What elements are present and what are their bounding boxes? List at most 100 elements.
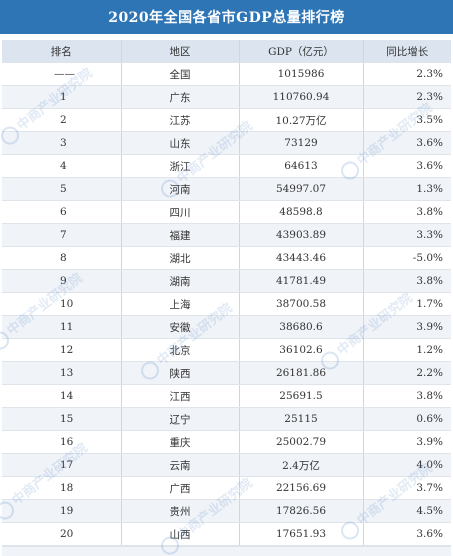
cell-gdp: 26181.86 xyxy=(239,361,364,385)
cell-rank: 10 xyxy=(2,292,122,316)
header-gdp: GDP（亿元） xyxy=(239,40,364,63)
cell-gdp: 10.27万亿 xyxy=(239,108,364,132)
cell-gdp: 48598.8 xyxy=(239,200,364,224)
cell-gdp: 38700.58 xyxy=(239,292,364,316)
table-row: 19 贵州 17826.56 4.5% xyxy=(2,499,451,523)
table-body: —— 全国 1015986 2.3% 1 广东 110760.94 2.3% 2 江苏 10.27万… xyxy=(2,62,451,546)
cell-rank: —— xyxy=(2,62,122,86)
table-row: 16 重庆 25002.79 3.9% xyxy=(2,430,451,454)
cell-rank: 5 xyxy=(2,177,122,201)
cell-growth: 3.6% xyxy=(363,131,451,155)
table-row: 9 湖南 41781.49 3.8% xyxy=(2,269,451,293)
table-row: 3 山东 73129 3.6% xyxy=(2,131,451,155)
cell-growth: 4.5% xyxy=(363,499,451,523)
cell-region: 浙江 xyxy=(121,154,240,178)
cell-region: 四川 xyxy=(121,200,240,224)
cell-growth: 3.9% xyxy=(363,315,451,339)
cell-growth: 0.6% xyxy=(363,407,451,431)
cell-growth: 3.9% xyxy=(363,430,451,454)
cell-rank: 7 xyxy=(2,223,122,247)
cell-growth: 3.8% xyxy=(363,269,451,293)
cell-growth: 1.2% xyxy=(363,338,451,362)
cell-gdp: 64613 xyxy=(239,154,364,178)
cell-rank: 16 xyxy=(2,430,122,454)
table-row: 13 陕西 26181.86 2.2% xyxy=(2,361,451,385)
cell-region: 辽宁 xyxy=(121,407,240,431)
cell-region: 广东 xyxy=(121,85,240,109)
cell-region: 云南 xyxy=(121,453,240,477)
table-row-cutoff xyxy=(2,546,451,556)
cell-gdp: 25115 xyxy=(239,407,364,431)
cell-rank: 15 xyxy=(2,407,122,431)
cell-gdp: 36102.6 xyxy=(239,338,364,362)
cell-region: 湖南 xyxy=(121,269,240,293)
cell-gdp: 25691.5 xyxy=(239,384,364,408)
cell-region: 全国 xyxy=(121,62,240,86)
table-row: 4 浙江 64613 3.6% xyxy=(2,154,451,178)
table-row: 20 山西 17651.93 3.6% xyxy=(2,522,451,546)
cell-region: 福建 xyxy=(121,223,240,247)
cell-growth: 1.3% xyxy=(363,177,451,201)
cell-rank: 12 xyxy=(2,338,122,362)
cell-growth: 3.8% xyxy=(363,200,451,224)
cell-region: 河南 xyxy=(121,177,240,201)
cell-region: 山西 xyxy=(121,522,240,546)
cell-rank: 19 xyxy=(2,499,122,523)
cell-gdp: 41781.49 xyxy=(239,269,364,293)
cell-gdp: 43903.89 xyxy=(239,223,364,247)
cell-growth: 3.6% xyxy=(363,154,451,178)
table-row: 8 湖北 43443.46 -5.0% xyxy=(2,246,451,270)
cell-region: 山东 xyxy=(121,131,240,155)
cell-rank: 8 xyxy=(2,246,122,270)
cell-rank: 9 xyxy=(2,269,122,293)
cell-growth: 3.6% xyxy=(363,522,451,546)
cell-rank: 1 xyxy=(2,85,122,109)
cell-rank: 13 xyxy=(2,361,122,385)
table-row: 14 江西 25691.5 3.8% xyxy=(2,384,451,408)
cell-gdp: 17826.56 xyxy=(239,499,364,523)
table-row: 10 上海 38700.58 1.7% xyxy=(2,292,451,316)
cell-growth: 2.3% xyxy=(363,62,451,86)
table-row: 12 北京 36102.6 1.2% xyxy=(2,338,451,362)
table-row: 6 四川 48598.8 3.8% xyxy=(2,200,451,224)
gdp-ranking-table: 排名 地区 GDP（亿元） 同比增长 —— 全国 1015986 2.3% 1 广东 110… xyxy=(2,40,451,546)
cell-gdp: 110760.94 xyxy=(239,85,364,109)
cell-gdp: 17651.93 xyxy=(239,522,364,546)
cell-gdp: 54997.07 xyxy=(239,177,364,201)
header-rank: 排名 xyxy=(2,40,122,63)
cell-rank: 11 xyxy=(2,315,122,339)
cell-growth: 2.2% xyxy=(363,361,451,385)
table-row: —— 全国 1015986 2.3% xyxy=(2,62,451,86)
table-row: 15 辽宁 25115 0.6% xyxy=(2,407,451,431)
cell-region: 陕西 xyxy=(121,361,240,385)
table-row: 2 江苏 10.27万亿 3.5% xyxy=(2,108,451,132)
cell-gdp: 25002.79 xyxy=(239,430,364,454)
cell-growth: -5.0% xyxy=(363,246,451,270)
cell-rank: 14 xyxy=(2,384,122,408)
cell-gdp: 2.4万亿 xyxy=(239,453,364,477)
cell-region: 江苏 xyxy=(121,108,240,132)
cell-region: 广西 xyxy=(121,476,240,500)
cell-rank: 2 xyxy=(2,108,122,132)
cell-growth: 3.3% xyxy=(363,223,451,247)
cell-growth: 2.3% xyxy=(363,85,451,109)
cell-growth: 3.7% xyxy=(363,476,451,500)
cell-rank: 3 xyxy=(2,131,122,155)
table-row: 18 广西 22156.69 3.7% xyxy=(2,476,451,500)
table-header-row: 排名 地区 GDP（亿元） 同比增长 xyxy=(2,40,451,63)
cell-gdp: 22156.69 xyxy=(239,476,364,500)
cell-region: 贵州 xyxy=(121,499,240,523)
table-row: 1 广东 110760.94 2.3% xyxy=(2,85,451,109)
table-row: 11 安徽 38680.6 3.9% xyxy=(2,315,451,339)
cell-rank: 6 xyxy=(2,200,122,224)
cell-gdp: 38680.6 xyxy=(239,315,364,339)
cell-growth: 3.5% xyxy=(363,108,451,132)
cell-rank: 17 xyxy=(2,453,122,477)
table-title: 2020年全国各省市GDP总量排行榜 xyxy=(0,0,453,34)
cell-gdp: 73129 xyxy=(239,131,364,155)
header-growth: 同比增长 xyxy=(363,40,451,63)
table-row: 17 云南 2.4万亿 4.0% xyxy=(2,453,451,477)
cell-region: 江西 xyxy=(121,384,240,408)
table-row: 5 河南 54997.07 1.3% xyxy=(2,177,451,201)
